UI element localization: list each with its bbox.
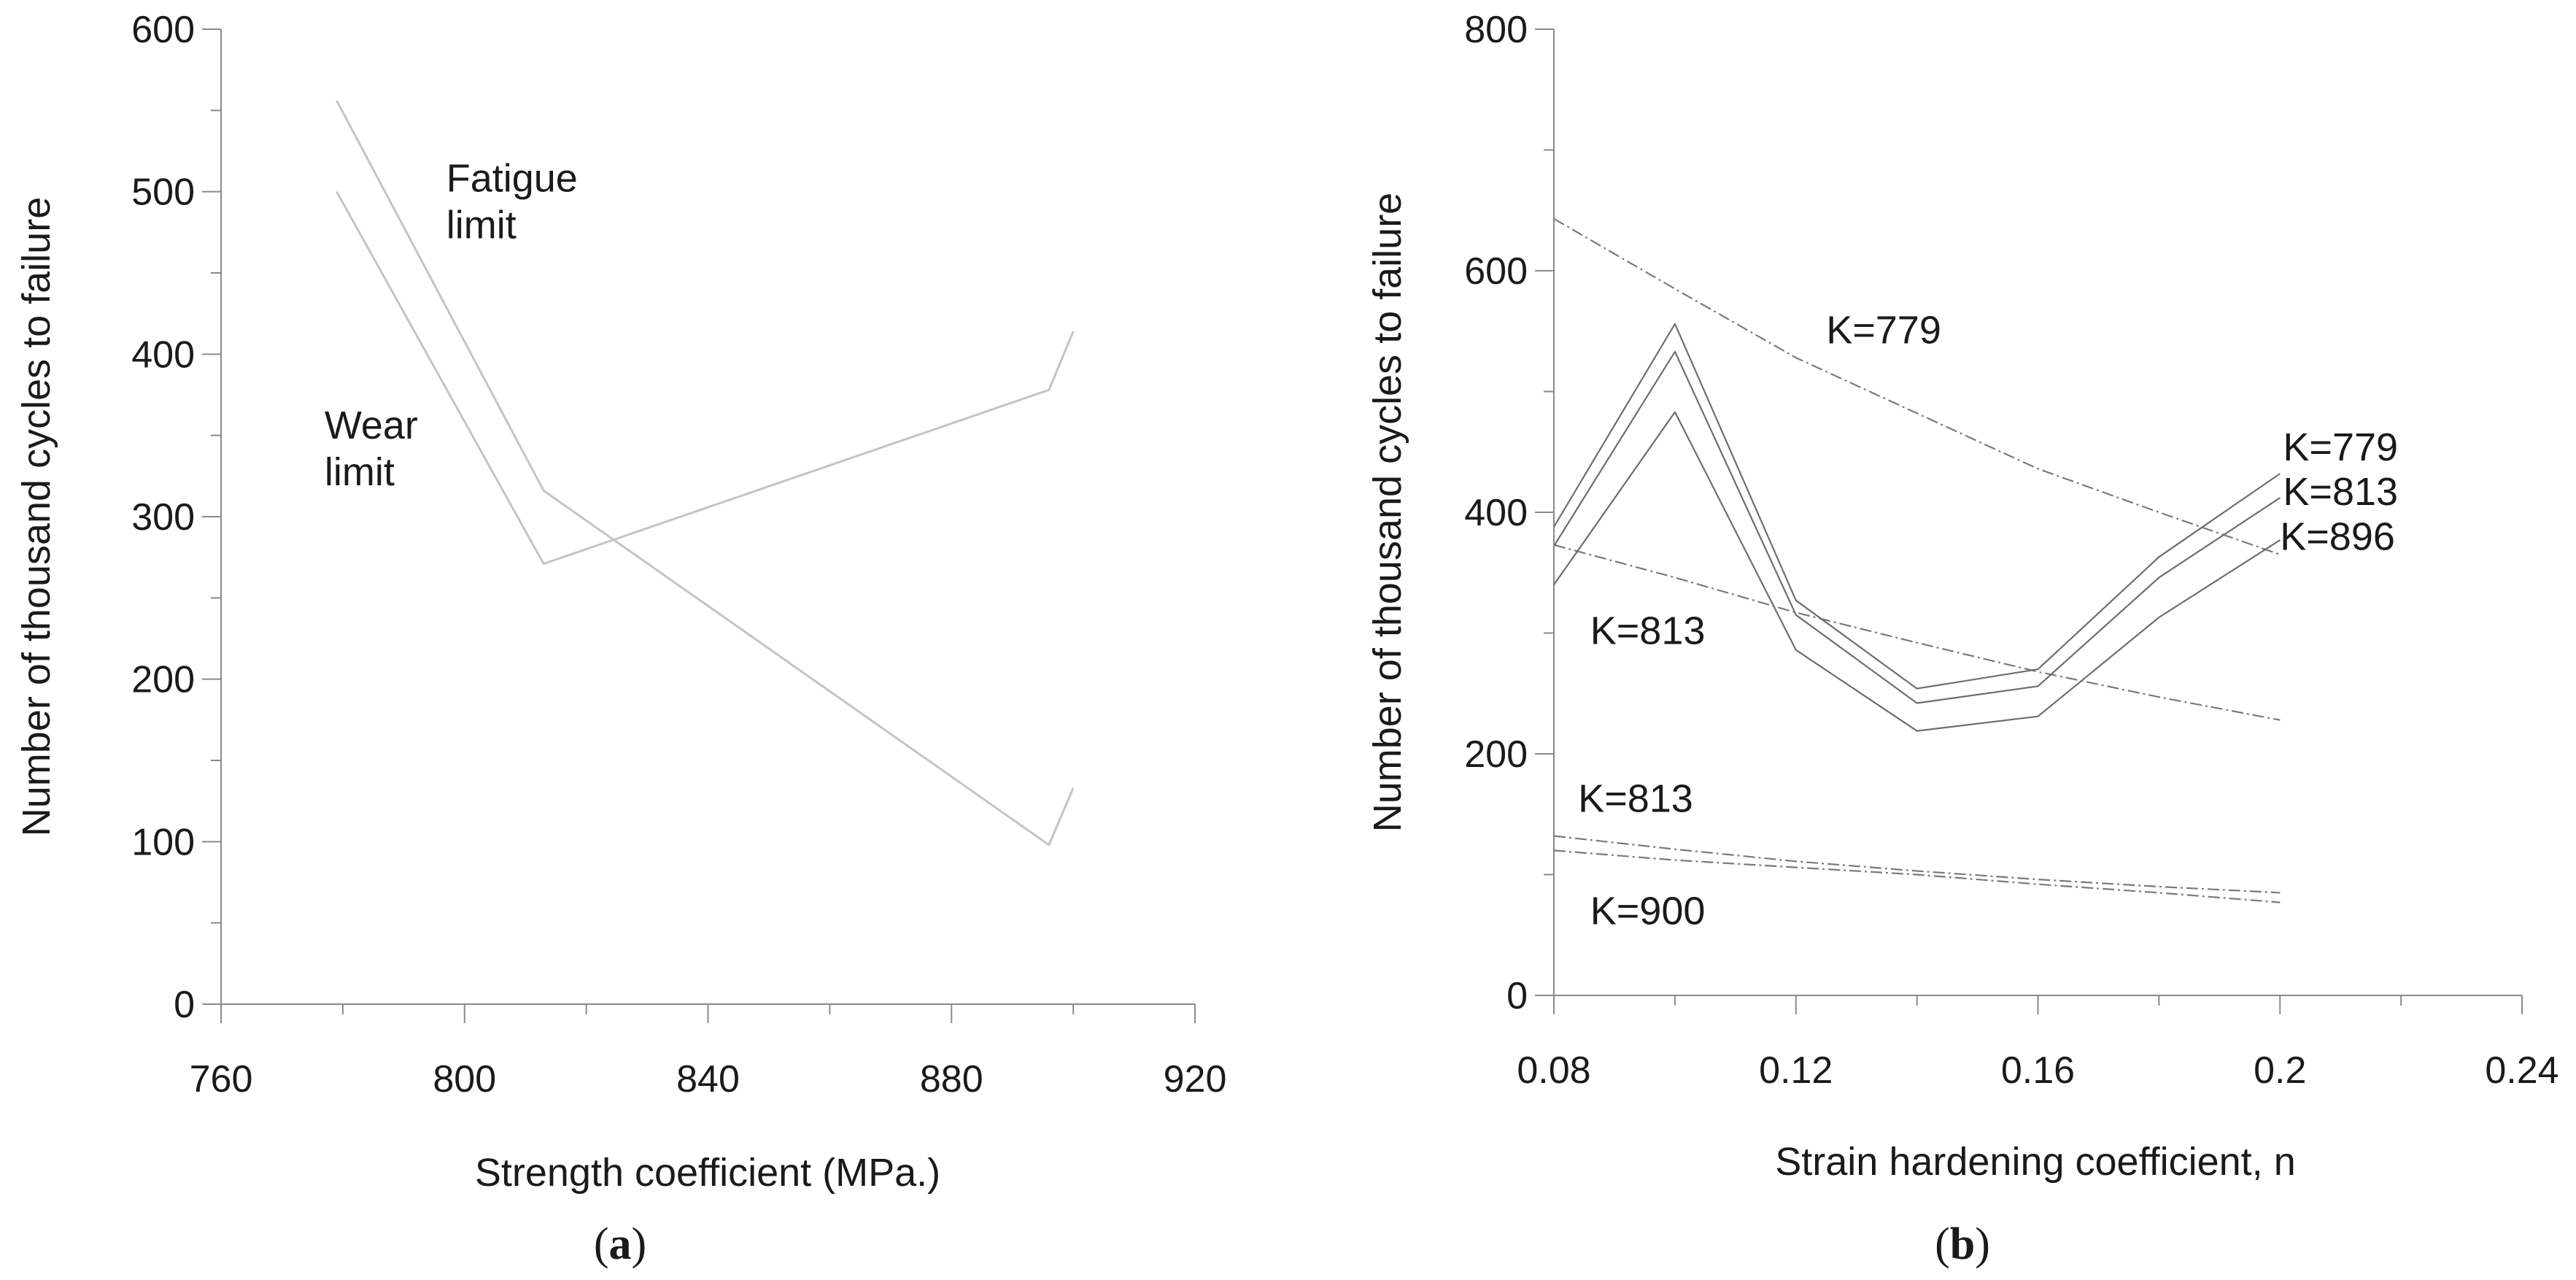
series-line bbox=[1553, 323, 2281, 690]
annotation-label: limit bbox=[446, 204, 517, 247]
panel-label-close-paren: ) bbox=[632, 1219, 647, 1269]
y-tick-label: 800 bbox=[1464, 9, 1528, 51]
y-tick-label: 600 bbox=[1464, 250, 1528, 293]
y-axis-title: Number of thousand cycles to failure bbox=[1366, 193, 1409, 832]
y-tick-label: 400 bbox=[131, 334, 195, 376]
panel-label-letter: b bbox=[1950, 1219, 1975, 1269]
y-tick-label: 400 bbox=[1464, 492, 1528, 534]
y-tick-label: 500 bbox=[131, 171, 195, 214]
series-line bbox=[336, 190, 1075, 566]
series-line bbox=[1553, 350, 2281, 704]
panel-label-open-paren: ( bbox=[594, 1219, 609, 1269]
y-tick-label: 0 bbox=[1506, 975, 1528, 1017]
annotation-label: K=813 bbox=[1578, 776, 1693, 820]
x-axis-title: Strain hardening coefficient, n bbox=[1775, 1140, 2295, 1184]
y-tick-label: 600 bbox=[131, 9, 195, 51]
annotation-label: Wear bbox=[325, 404, 418, 447]
annotation-label: K=896 bbox=[2280, 514, 2395, 558]
x-tick-label: 920 bbox=[1164, 1058, 1227, 1100]
chart-panel-a: 760 800 840 880 920 0 100 200 300 400 500 600 Streng… bbox=[15, 9, 1226, 1269]
y-tick-label: 200 bbox=[131, 659, 195, 701]
x-tick-label: 0.08 bbox=[1517, 1049, 1590, 1092]
x-tick-label: 0.2 bbox=[2254, 1049, 2306, 1092]
x-tick-label: 760 bbox=[190, 1058, 253, 1100]
y-axis-title: Number of thousand cycles to failure bbox=[15, 197, 58, 836]
y-tick-label: 200 bbox=[1464, 733, 1528, 776]
annotation-label: limit bbox=[325, 450, 395, 494]
panel-label: (b) bbox=[1935, 1219, 1990, 1269]
y-tick-label: 300 bbox=[131, 496, 195, 539]
series-line bbox=[336, 100, 1075, 847]
x-tick-label: 0.12 bbox=[1759, 1049, 1833, 1092]
annotation-label: K=813 bbox=[1590, 609, 1706, 652]
panel-label-letter: a bbox=[609, 1219, 632, 1269]
x-axis-title: Strength coefficient (MPa.) bbox=[475, 1151, 940, 1195]
x-tick-label: 0.16 bbox=[2001, 1049, 2075, 1092]
y-tick-label: 0 bbox=[174, 984, 195, 1026]
x-tick-label: 800 bbox=[433, 1058, 496, 1100]
chart-panel-b: 0.08 0.12 0.16 0.2 0.24 0 200 400 600 800 Strain h… bbox=[1366, 9, 2559, 1269]
series-line bbox=[1553, 411, 2281, 732]
panel-label-open-paren: ( bbox=[1935, 1219, 1950, 1269]
y-tick-label: 100 bbox=[131, 821, 195, 863]
x-tick-label: 840 bbox=[676, 1058, 740, 1100]
annotation-label: K=779 bbox=[1826, 308, 1941, 352]
series-line bbox=[1553, 217, 2281, 555]
annotation-label: K=779 bbox=[2283, 425, 2398, 469]
series-line bbox=[1553, 835, 2281, 894]
x-tick-label: 0.24 bbox=[2485, 1049, 2558, 1092]
panel-label: (a) bbox=[594, 1219, 646, 1269]
annotation-label: Fatigue bbox=[446, 157, 578, 201]
series-line bbox=[1553, 849, 2281, 903]
panel-label-close-paren: ) bbox=[1975, 1219, 1990, 1269]
annotation-label: K=813 bbox=[2283, 470, 2398, 514]
annotation-label: K=900 bbox=[1590, 889, 1706, 933]
x-tick-label: 880 bbox=[920, 1058, 983, 1100]
series-line bbox=[1553, 544, 2281, 721]
